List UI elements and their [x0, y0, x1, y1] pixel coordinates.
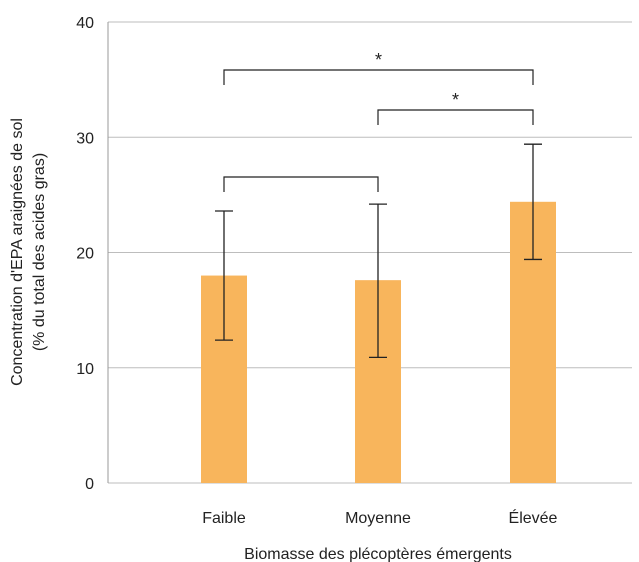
x-tick-label-3: Élevée — [509, 508, 558, 527]
y-axis-title-line-2: (% du total des acides gras) — [31, 153, 48, 351]
error-bars — [215, 143, 542, 359]
y-tick-label-40: 40 — [76, 15, 94, 32]
x-tick-label-2: Moyenne — [345, 510, 411, 527]
significance-bracket-1 — [223, 69, 534, 85]
y-axis-title-line-1: Concentration d'EPA araignées de sol — [9, 118, 26, 386]
x-axis-title: Biomasse des plécoptères émergents — [244, 546, 512, 562]
significance-bracket-2 — [377, 109, 534, 125]
x-tick-label-1: Faible — [202, 510, 246, 527]
y-tick-labels: 0 10 20 30 40 — [76, 15, 94, 493]
y-tick-label-10: 10 — [76, 361, 94, 378]
y-tick-label-30: 30 — [76, 130, 94, 147]
x-tick-labels: Faible Moyenne Élevée — [202, 508, 557, 527]
y-axis-title: Concentration d'EPA araignées de sol (% … — [9, 118, 48, 386]
significance-bracket-3 — [223, 176, 379, 192]
y-tick-label-0: 0 — [85, 476, 94, 493]
y-tick-label-20: 20 — [76, 246, 94, 263]
significance-star-1: * — [375, 50, 382, 70]
significance-brackets: ** — [223, 50, 534, 192]
significance-star-2: * — [452, 90, 459, 110]
